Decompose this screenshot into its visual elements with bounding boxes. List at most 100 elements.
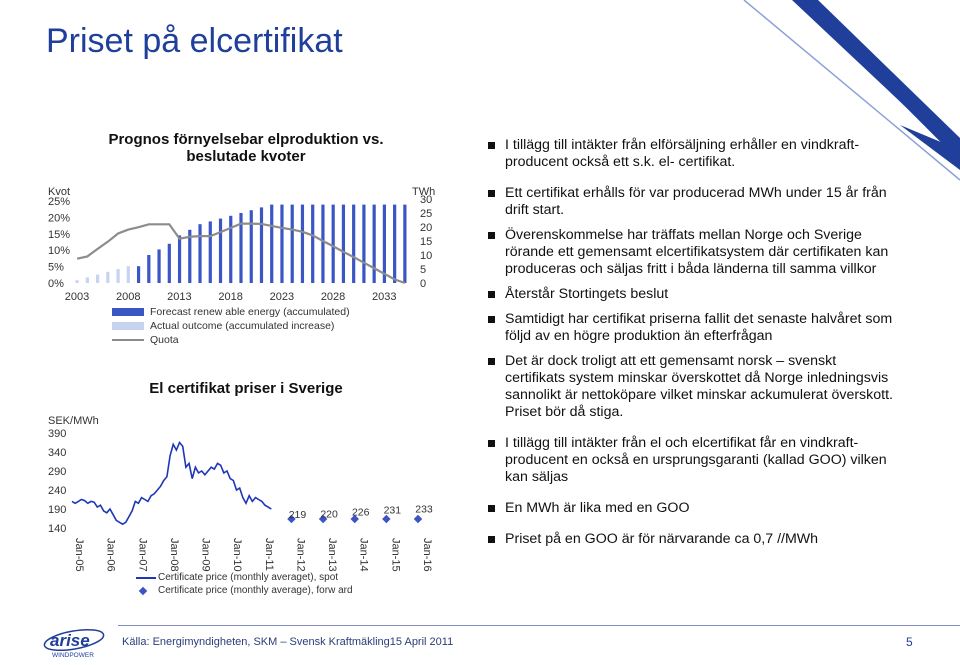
forecast-bar xyxy=(249,210,253,283)
chart1-right-tick: 5 xyxy=(420,264,426,276)
forward-price-label: 231 xyxy=(384,504,402,516)
forward-price-marker xyxy=(382,514,391,524)
chart1-right-tick: 15 xyxy=(420,236,432,248)
forward-price-label: 233 xyxy=(415,504,433,516)
forecast-bar xyxy=(382,204,386,283)
forward-price-label: 220 xyxy=(320,509,338,521)
bullet-item: Återstår Stortingets beslut xyxy=(487,286,897,303)
chart1-plot: 25% 20% 15% 10% 5% 0% 30 25 20 15 10 5 0 2003 2008 2013… xyxy=(48,194,432,303)
forecast-bar xyxy=(270,204,274,283)
legend-swatch-quota xyxy=(112,339,144,341)
chart2-plot: 390 340 290 240 190 140 Jan-05 Jan-06 Jan-07 Jan-… xyxy=(48,428,433,572)
chart1-left-tick: 5% xyxy=(48,262,64,274)
forecast-bar xyxy=(280,204,284,283)
forecast-bar xyxy=(290,204,294,283)
bullet-item: Ett certifikat erhålls för var producera… xyxy=(487,185,897,219)
forward-price-marker xyxy=(350,514,359,524)
chart1-x-tick: 2008 xyxy=(116,291,140,303)
chart1-x-tick: 2003 xyxy=(65,291,89,303)
bullet-item: I tillägg till intäkter från elförsäljni… xyxy=(487,137,897,171)
chart2-title: El certifikat priser i Sverige xyxy=(149,380,343,397)
legend-label-forward: Certificate price (monthly average), for… xyxy=(158,585,353,596)
forecast-bar xyxy=(167,243,171,283)
chart2-y-tick: 290 xyxy=(48,466,66,478)
forecast-bar xyxy=(372,204,376,283)
chart2-x-tick: Jan-06 xyxy=(105,538,117,572)
forecast-bar xyxy=(198,224,202,283)
legend-quota: Quota xyxy=(112,333,350,347)
chart1-x-tick: 2018 xyxy=(218,291,242,303)
forecast-bar xyxy=(188,229,192,283)
chart2-x-tick: Jan-15 xyxy=(389,538,401,572)
chart1-left-axis-title: Kvot xyxy=(48,186,71,198)
forward-price-marker xyxy=(413,514,423,524)
chart1-x-tick: 2013 xyxy=(167,291,191,303)
legend-forward: Certificate price (monthly average), for… xyxy=(136,584,353,597)
chart2-legend: Certificate price (monthly averaget), sp… xyxy=(136,571,353,597)
forecast-bar xyxy=(147,255,151,283)
legend-forecast: Forecast renew able energy (accumulated) xyxy=(112,305,350,319)
legend-swatch-forward xyxy=(138,586,148,595)
arise-windpower-logo: arise WINDPOWER xyxy=(40,624,110,665)
actual-bar xyxy=(106,271,110,283)
forecast-bar xyxy=(157,249,161,283)
forecast-bar xyxy=(259,207,264,283)
page-number: 5 xyxy=(906,635,913,649)
chart1-right-tick: 0 xyxy=(420,278,426,290)
chart2-x-tick: Jan-09 xyxy=(200,538,212,572)
forecast-bar xyxy=(331,204,335,283)
forecast-bar xyxy=(229,215,233,283)
chart1-x-tick: 2028 xyxy=(321,291,345,303)
actual-bar xyxy=(75,280,79,283)
chart1-left-tick: 20% xyxy=(48,212,70,224)
chart1-left-tick: 15% xyxy=(48,229,70,241)
forecast-bar xyxy=(177,235,182,283)
actual-bar xyxy=(96,274,100,283)
legend-swatch-forecast xyxy=(112,308,144,316)
forecast-bar xyxy=(239,213,243,283)
legend-label-spot: Certificate price (monthly averaget), sp… xyxy=(158,572,339,583)
chart2-y-tick: 140 xyxy=(48,523,66,535)
chart2-x-tick: Jan-12 xyxy=(294,538,306,572)
legend-actual: Actual outcome (accumulated increase) xyxy=(112,319,350,333)
forward-price-marker xyxy=(318,514,328,524)
chart2-x-tick: Jan-05 xyxy=(73,538,85,572)
forward-price-marker xyxy=(287,514,296,524)
legend-label-forecast: Forecast renew able energy (accumulated) xyxy=(150,306,350,318)
logo-sub: WINDPOWER xyxy=(52,652,94,659)
chart1-title: Prognos förnyelsebar elproduktion vs. be… xyxy=(108,131,384,165)
spot-price-line xyxy=(71,440,272,526)
actual-bar xyxy=(126,266,130,283)
forecast-bar xyxy=(352,204,356,283)
chart2-x-tick: Jan-07 xyxy=(136,538,148,572)
bullet-item: Överenskommelse har träffats mellan Norg… xyxy=(487,227,897,278)
chart1-right-tick: 10 xyxy=(420,250,432,262)
chart1-left-tick: 10% xyxy=(48,245,70,257)
footer-source: Källa: Energimyndigheten, SKM – Svensk K… xyxy=(122,636,454,648)
chart1-right-tick: 25 xyxy=(420,208,432,220)
quota-line xyxy=(76,222,406,285)
bullet-item: Samtidigt har certifikat priserna fallit… xyxy=(487,311,897,345)
chart2-x-tick: Jan-14 xyxy=(358,538,370,572)
chart2-y-tick: 340 xyxy=(48,447,66,459)
chart2-y-tick: 190 xyxy=(48,504,66,516)
actual-bar xyxy=(85,277,89,283)
chart2-x-tick: Jan-11 xyxy=(263,538,275,571)
footer-divider xyxy=(118,625,960,626)
legend-swatch-spot xyxy=(136,576,156,579)
chart1-legend: Forecast renew able energy (accumulated)… xyxy=(112,305,350,347)
chart1-right-tick: 30 xyxy=(420,194,432,206)
bullet-list: I tillägg till intäkter från elförsäljni… xyxy=(487,137,897,548)
chart2-y-tick: 240 xyxy=(48,485,66,497)
forecast-bar xyxy=(341,204,346,283)
chart1-left-tick: 25% xyxy=(48,196,70,208)
forecast-bar xyxy=(300,204,305,283)
forecast-bar xyxy=(136,266,141,283)
forecast-bar xyxy=(403,204,407,283)
chart2-x-tick: Jan-13 xyxy=(326,538,338,572)
legend-label-actual: Actual outcome (accumulated increase) xyxy=(150,320,335,332)
bullet-item: Det är dock troligt att ett gemensamt no… xyxy=(487,353,897,421)
bullet-item: I tillägg till intäkter från el och elce… xyxy=(487,435,897,486)
chart1-x-tick: 2033 xyxy=(372,291,396,303)
